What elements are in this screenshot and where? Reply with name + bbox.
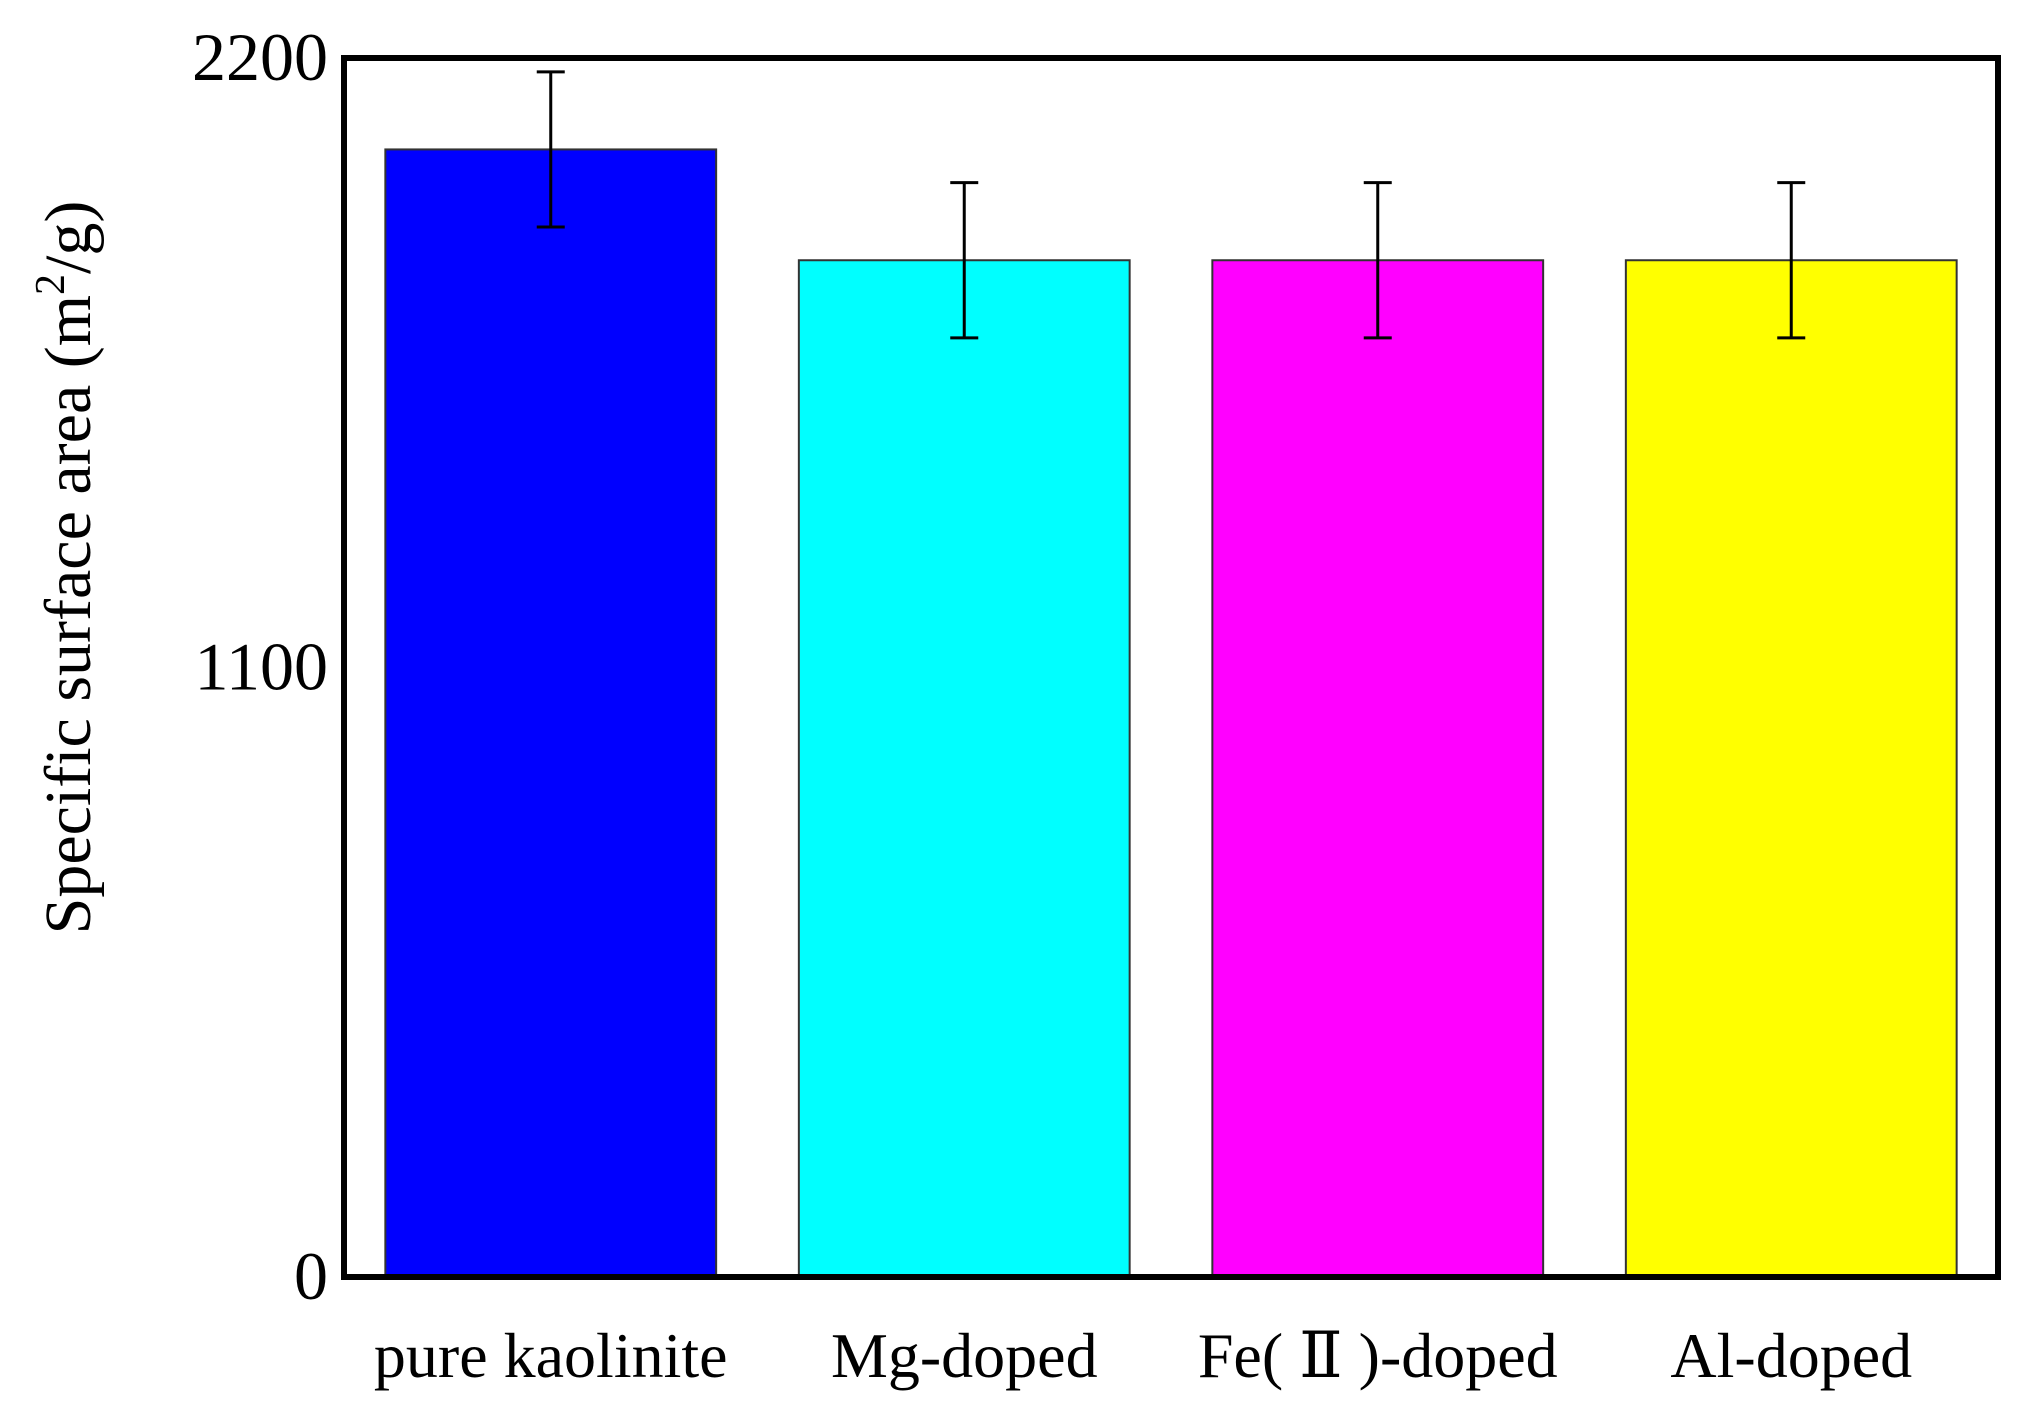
y-axis-title-superscript: 2 bbox=[28, 274, 74, 295]
plot-frame bbox=[341, 55, 2001, 1280]
bars-group bbox=[384, 148, 1958, 1279]
x-axis-category-labels: pure kaolinite Mg-doped Fe( Ⅱ )-doped Al-do… bbox=[374, 1320, 1912, 1391]
bar bbox=[797, 259, 1131, 1279]
y-tick-label: 1100 bbox=[195, 629, 328, 705]
y-tick-label: 0 bbox=[294, 1238, 328, 1314]
error-bar bbox=[536, 70, 565, 229]
error-bars-group bbox=[536, 70, 1806, 340]
bar bbox=[384, 148, 718, 1278]
y-axis-ticks: 0 1100 2200 bbox=[192, 19, 328, 1314]
y-axis-title-suffix: /g) bbox=[32, 201, 105, 274]
x-category-label: Fe( Ⅱ )-doped bbox=[1198, 1320, 1558, 1391]
error-bar bbox=[1363, 181, 1392, 340]
bar bbox=[1211, 259, 1545, 1279]
bar bbox=[1624, 259, 1958, 1279]
y-tick-label: 2200 bbox=[192, 19, 328, 95]
error-bar bbox=[1777, 181, 1806, 340]
y-axis-title-prefix: Specific surface area (m bbox=[32, 295, 105, 934]
x-category-label: Mg-doped bbox=[831, 1320, 1098, 1391]
error-bar bbox=[950, 181, 979, 340]
x-category-label: Al-doped bbox=[1670, 1320, 1912, 1391]
x-category-label: pure kaolinite bbox=[374, 1320, 728, 1391]
y-axis-title: Specific surface area (m2/g) bbox=[28, 201, 105, 935]
